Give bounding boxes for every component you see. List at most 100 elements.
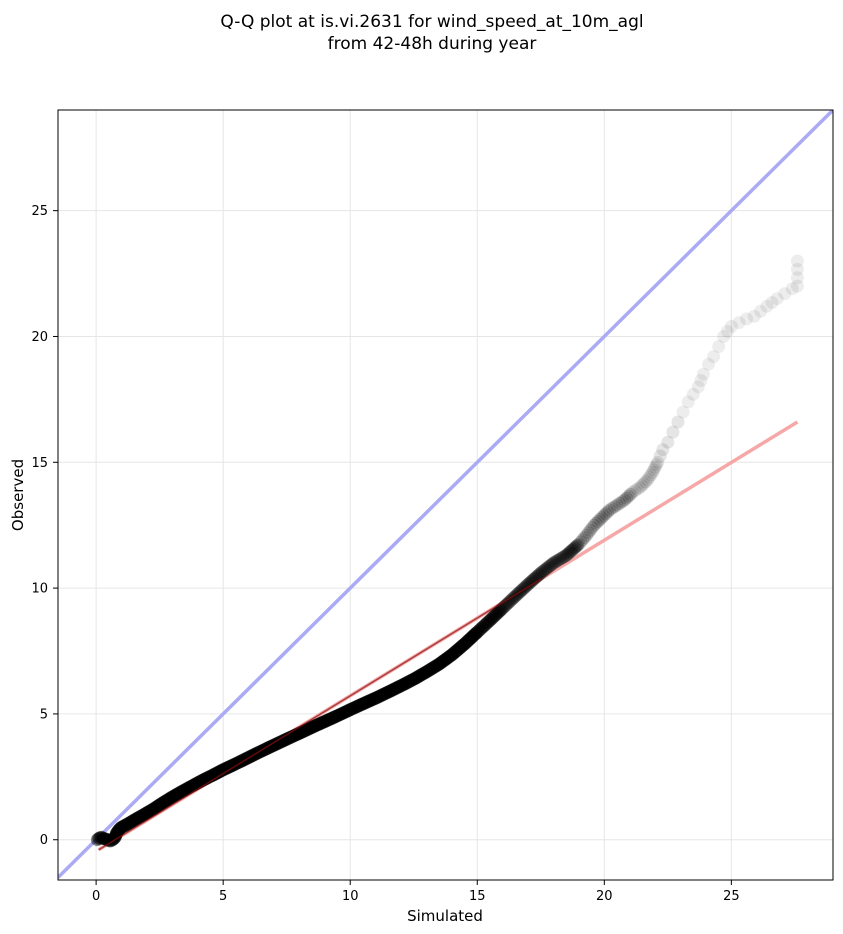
qq-point xyxy=(273,735,287,749)
qq-point xyxy=(578,531,592,544)
qq-point xyxy=(329,709,343,723)
qq-point xyxy=(524,575,538,589)
qq-point xyxy=(732,316,746,330)
qq-point xyxy=(352,699,366,713)
qq-point xyxy=(125,815,139,829)
qq-point xyxy=(432,657,446,671)
qq-point xyxy=(559,548,573,562)
qq-point xyxy=(615,495,629,509)
qq-point xyxy=(301,722,315,736)
qq-point xyxy=(265,739,279,753)
qq-point xyxy=(666,425,680,439)
qq-point xyxy=(597,509,611,523)
qq-point xyxy=(141,805,155,819)
qq-point xyxy=(656,443,670,457)
qq-point xyxy=(163,791,177,805)
qq-point xyxy=(480,616,494,630)
qq-point xyxy=(373,689,387,703)
qq-point xyxy=(129,812,143,826)
qq-point xyxy=(593,513,607,526)
qq-point xyxy=(444,649,458,662)
qq-point xyxy=(466,629,480,643)
qq-point xyxy=(548,555,562,569)
qq-point xyxy=(351,699,365,713)
qq-point xyxy=(591,514,605,528)
qq-point xyxy=(370,691,384,705)
qq-point xyxy=(124,815,138,829)
qq-point xyxy=(561,547,575,561)
qq-point xyxy=(324,712,338,726)
qq-points xyxy=(90,254,804,851)
qq-point xyxy=(543,559,557,572)
qq-point xyxy=(630,482,644,496)
qq-point xyxy=(139,806,153,820)
qq-point xyxy=(217,762,231,776)
qq-point xyxy=(400,676,414,689)
plot-area-frame xyxy=(57,109,834,881)
qq-point xyxy=(123,816,137,830)
qq-point xyxy=(465,630,479,644)
qq-point xyxy=(477,619,491,633)
qq-point xyxy=(212,765,226,779)
qq-point xyxy=(550,554,564,568)
qq-point xyxy=(153,798,167,811)
qq-point xyxy=(469,626,483,640)
qq-point xyxy=(574,535,588,549)
qq-point xyxy=(313,717,326,731)
qq-point xyxy=(158,794,172,808)
qq-point xyxy=(644,468,658,482)
qq-point xyxy=(388,682,402,696)
qq-point xyxy=(392,680,406,694)
qq-point xyxy=(382,685,396,698)
qq-point xyxy=(271,736,285,750)
qq-point xyxy=(264,740,278,754)
qq-point xyxy=(464,631,478,645)
qq-point xyxy=(291,727,305,741)
qq-point xyxy=(310,718,324,732)
qq-point xyxy=(318,715,332,728)
reference-lines xyxy=(58,110,833,879)
qq-point xyxy=(177,784,190,798)
x-tick-label: 15 xyxy=(469,889,486,904)
qq-point xyxy=(185,779,199,793)
qq-point xyxy=(437,654,451,667)
qq-point xyxy=(346,701,360,715)
qq-point xyxy=(92,832,106,845)
qq-point xyxy=(368,692,382,706)
qq-point xyxy=(268,738,282,752)
qq-point xyxy=(396,678,410,692)
qq-point xyxy=(134,809,148,823)
qq-point xyxy=(191,776,205,790)
qq-point xyxy=(599,507,613,521)
qq-point xyxy=(484,612,498,626)
qq-point xyxy=(211,765,225,779)
qq-point xyxy=(449,645,462,659)
chart-title-line-1: Q-Q plot at is.vi.2631 for wind_speed_at… xyxy=(220,12,643,32)
qq-point xyxy=(625,486,639,499)
qq-point xyxy=(319,714,333,728)
qq-point xyxy=(639,475,653,489)
qq-point xyxy=(450,643,464,657)
qq-point xyxy=(219,761,233,775)
qq-point xyxy=(589,516,603,530)
qq-point xyxy=(790,279,804,293)
qq-point xyxy=(647,463,661,477)
qq-point xyxy=(571,538,584,552)
qq-point xyxy=(371,690,385,704)
qq-point xyxy=(367,692,380,706)
qq-point xyxy=(429,659,443,673)
qq-point xyxy=(321,713,335,727)
qq-point xyxy=(306,720,320,734)
qq-point xyxy=(334,707,348,721)
qq-point xyxy=(276,734,289,748)
qq-point xyxy=(376,688,390,701)
qq-point xyxy=(362,694,376,708)
qq-point xyxy=(119,818,133,832)
qq-point xyxy=(583,523,597,537)
qq-point xyxy=(147,802,160,816)
x-axis-label: Simulated xyxy=(407,907,483,925)
x-tick-label: 25 xyxy=(723,889,740,904)
qq-point xyxy=(449,644,463,658)
qq-point xyxy=(483,613,497,627)
qq-point xyxy=(439,652,453,666)
